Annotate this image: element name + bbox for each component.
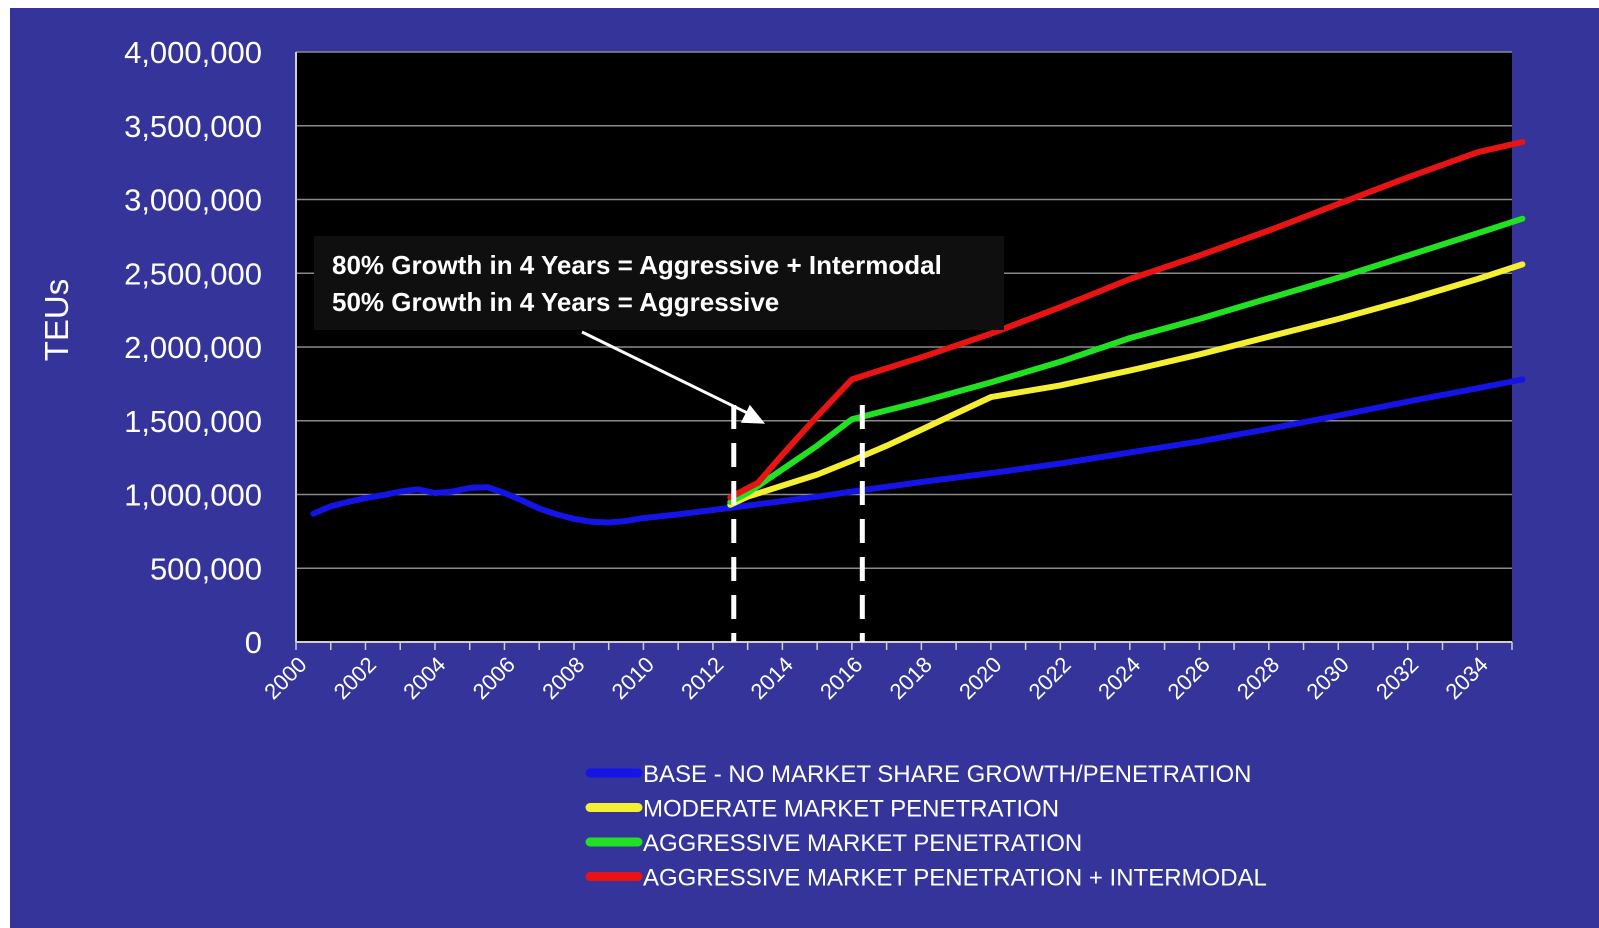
annotation-arrow	[581, 330, 758, 420]
y-tick-label: 2,000,000	[124, 330, 262, 365]
series-lines	[310, 139, 1526, 526]
y-tick-label: 3,000,000	[124, 183, 262, 218]
x-tick-label: 2014	[746, 652, 798, 704]
x-tick-label: 2022	[1024, 652, 1076, 704]
y-tick-label: 0	[245, 625, 262, 660]
y-axis-label: TEUs	[38, 279, 75, 362]
legend-label-4: AGGRESSIVE MARKET PENETRATION + INTERMOD…	[643, 865, 1267, 892]
y-tick-label: 1,500,000	[124, 404, 262, 439]
series-line-3	[727, 215, 1526, 505]
x-tick-label: 2020	[954, 652, 1006, 704]
x-tick-label: 2028	[1232, 652, 1284, 704]
x-tick-label: 2006	[468, 652, 520, 704]
x-tick-label: 2034	[1441, 652, 1493, 704]
series-line-1	[310, 376, 1526, 526]
x-tick-label: 2032	[1371, 652, 1423, 704]
legend: BASE - NO MARKET SHARE GROWTH/PENETRATIO…	[585, 761, 1267, 892]
series-line-4	[727, 139, 1526, 501]
x-tick-label: 2010	[607, 652, 659, 704]
y-tick-label: 3,500,000	[124, 109, 262, 144]
y-tick-label: 2,500,000	[124, 256, 262, 291]
x-tick-label: 2016	[815, 652, 867, 704]
x-tick-label: 2002	[329, 652, 381, 704]
annotation-arrowhead	[740, 404, 766, 424]
x-tick-label: 2024	[1093, 652, 1145, 704]
annotation-line-2: 50% Growth in 4 Years = Aggressive	[332, 287, 779, 317]
x-axis-ticks: 2000 2002 2004 2006 2008 2010 2012 2014 2016 2018…	[259, 642, 1513, 704]
annotation-background	[314, 236, 1004, 330]
x-tick-label: 2008	[537, 652, 589, 704]
annotation-box: 80% Growth in 4 Years = Aggressive + Int…	[314, 236, 1004, 424]
x-tick-label: 2000	[259, 652, 311, 704]
x-tick-label: 2004	[398, 652, 450, 704]
y-tick-label: 500,000	[150, 551, 262, 586]
y-tick-label: 4,000,000	[124, 35, 262, 70]
x-tick-label: 2018	[885, 652, 937, 704]
legend-label-3: AGGRESSIVE MARKET PENETRATION	[643, 830, 1082, 857]
x-tick-label: 2026	[1163, 652, 1215, 704]
x-tick-label: 2012	[676, 652, 728, 704]
legend-label-2: MODERATE MARKET PENETRATION	[643, 796, 1059, 823]
annotation-line-1: 80% Growth in 4 Years = Aggressive + Int…	[332, 250, 942, 280]
legend-label-1: BASE - NO MARKET SHARE GROWTH/PENETRATIO…	[643, 761, 1252, 788]
x-tick-label: 2030	[1302, 652, 1354, 704]
series-line-2	[727, 261, 1526, 508]
y-tick-label: 1,000,000	[124, 478, 262, 513]
dashed-markers	[731, 405, 865, 642]
y-axis-ticks: 0 500,000 1,000,000 1,500,000 2,000,000 2,500…	[124, 35, 262, 660]
